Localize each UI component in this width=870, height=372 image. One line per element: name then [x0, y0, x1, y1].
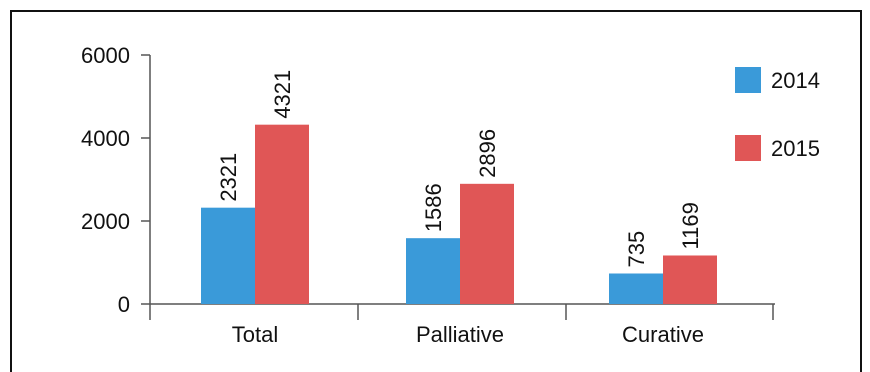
y-tick-label: 0	[118, 292, 130, 317]
data-label: 1586	[421, 183, 446, 232]
data-label: 2321	[216, 153, 241, 202]
bar-2014-total	[201, 207, 255, 304]
legend-swatch-2014	[735, 67, 761, 93]
y-tick-label: 6000	[81, 43, 130, 68]
legend-label: 2015	[771, 136, 820, 161]
legend-swatch-2015	[735, 135, 761, 161]
data-label: 1169	[678, 202, 703, 249]
data-label: 2896	[475, 129, 500, 178]
chart-frame	[10, 10, 862, 372]
bar-2014-palliative	[406, 238, 460, 304]
data-label: 4321	[270, 70, 295, 119]
y-tick-label: 4000	[81, 126, 130, 151]
x-category-label: Total	[232, 322, 278, 347]
x-category-label: Curative	[622, 322, 704, 347]
bar-2015-total	[255, 124, 309, 304]
x-category-label: Palliative	[416, 322, 504, 347]
bar-2015-curative	[663, 255, 717, 304]
y-tick-label: 2000	[81, 209, 130, 234]
data-label: 735	[624, 231, 649, 268]
bar-2015-palliative	[460, 183, 514, 304]
legend-label: 2014	[771, 68, 820, 93]
bar-2014-curative	[609, 273, 663, 304]
